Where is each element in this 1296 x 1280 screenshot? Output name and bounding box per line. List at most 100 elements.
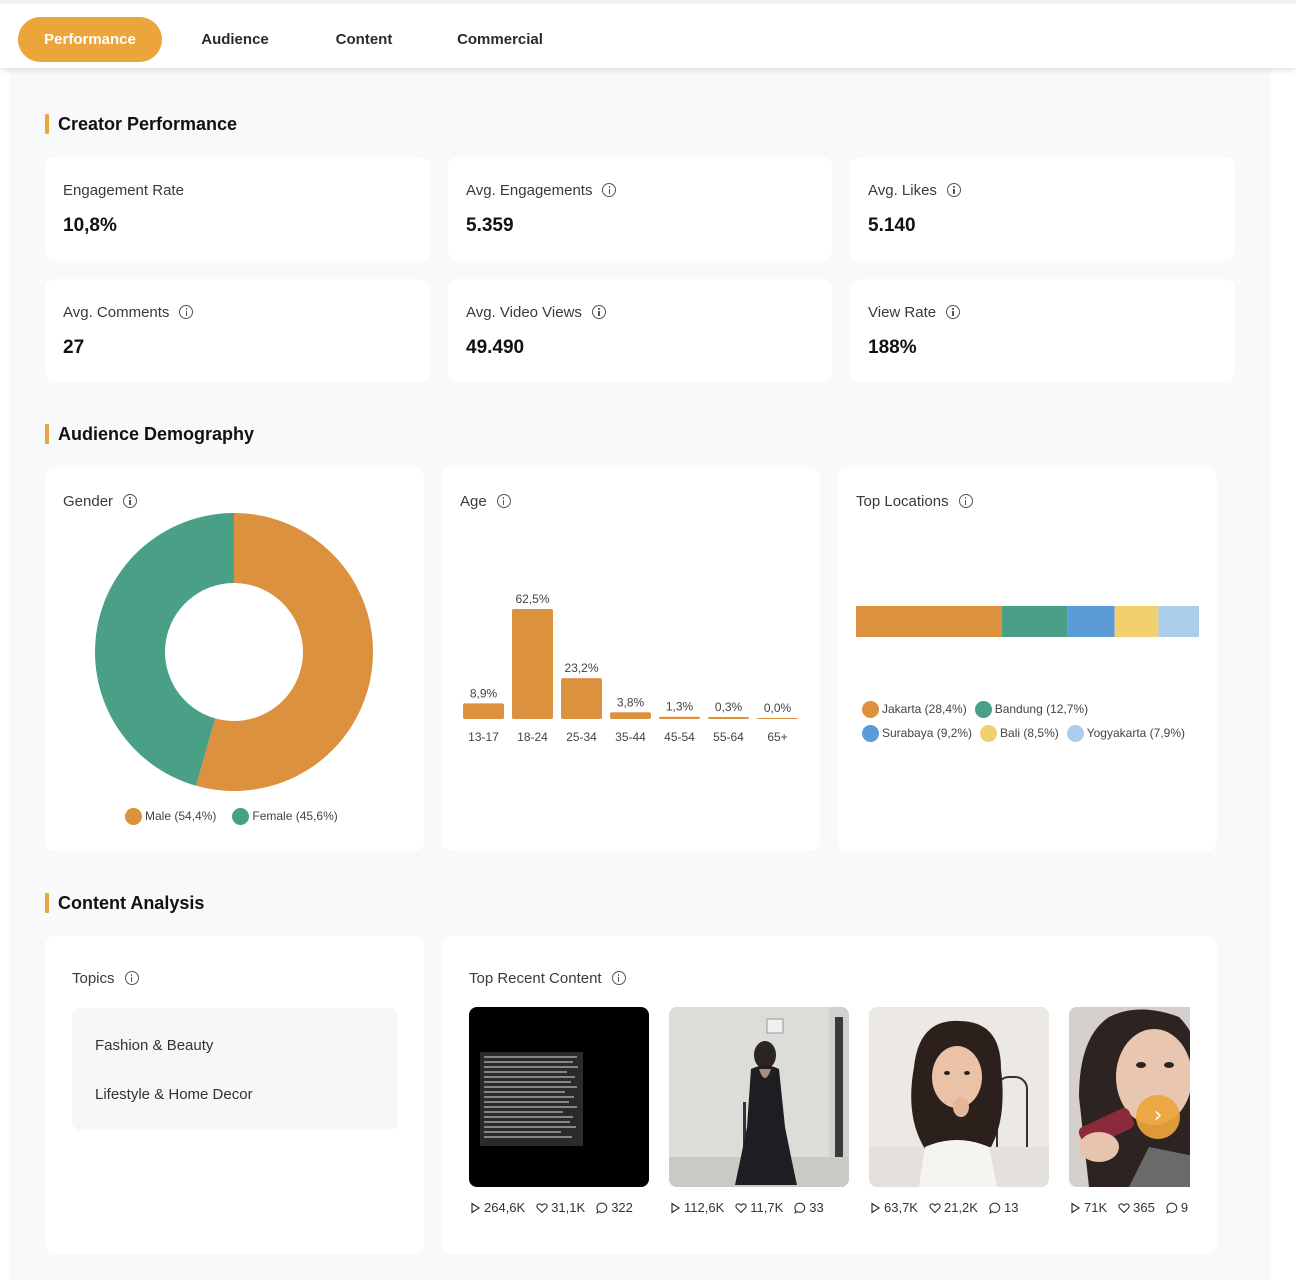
age-bar-18-24[interactable] — [512, 609, 553, 719]
legend-label: Yogyakarta (7,9%) — [1086, 726, 1186, 740]
top-recent-content-card: Top Recent Content — [442, 936, 1217, 1254]
info-icon[interactable] — [591, 305, 606, 319]
age-tick-label: 18-24 — [517, 730, 548, 744]
play-icon — [871, 1201, 881, 1214]
top-recent-content-title-text: Top Recent Content — [469, 969, 602, 987]
metric-card-avg-engagements: Avg. Engagements 5.359 — [448, 157, 832, 261]
age-bar-value-label: 8,9% — [470, 686, 498, 700]
metric-label: Avg. Video Views — [466, 303, 606, 321]
views-count: 112,6K — [684, 1200, 725, 1215]
age-title-text: Age — [460, 492, 487, 510]
donut-slice-female[interactable] — [95, 513, 234, 786]
top-locations-legend: Jakarta (28,4%) Bandung (12,7%) Surabaya… — [862, 700, 1202, 742]
likes-stat: 21,2K — [929, 1200, 978, 1215]
metric-value: 10,8% — [63, 215, 117, 236]
legend-dot — [1066, 724, 1084, 742]
location-segment-bali[interactable] — [1114, 606, 1159, 637]
views-stat: 264,6K — [469, 1200, 525, 1215]
metric-label: Avg. Comments — [63, 303, 194, 321]
location-segment-jakarta[interactable] — [856, 606, 1003, 637]
top-locations-stacked-bar — [856, 606, 1199, 637]
age-bar-65+[interactable] — [757, 718, 798, 719]
gender-legend: Male (54,4%) Female (45,6%) — [125, 807, 338, 825]
legend-dot — [232, 807, 250, 825]
tab-performance[interactable]: Performance — [18, 17, 162, 62]
likes-stat: 11,7K — [735, 1200, 783, 1215]
info-icon[interactable] — [123, 494, 138, 508]
age-bar-value-label: 3,8% — [617, 695, 645, 709]
comments-count: 9 — [1180, 1200, 1189, 1215]
top-nav: Performance Audience Content Commercial — [0, 0, 1296, 68]
age-bar-45-54[interactable] — [659, 716, 700, 719]
age-title: Age — [460, 492, 511, 510]
age-bar-chart: 8,9% 13-17 62,5% 18-24 23,2% 25-34 3,8% 35-44 1,… — [463, 592, 798, 744]
tab-commercial[interactable]: Commercial — [457, 31, 543, 48]
gender-title: Gender — [63, 492, 138, 510]
metric-value: 188% — [868, 337, 917, 358]
metric-label-text: Avg. Video Views — [466, 303, 582, 321]
age-bar-value-label: 62,5% — [515, 592, 549, 606]
views-count: 63,7K — [884, 1200, 918, 1215]
content-thumbnail[interactable] — [469, 1007, 649, 1187]
info-icon[interactable] — [124, 971, 139, 985]
legend-item-bandung: Bandung (12,7%) — [974, 700, 1089, 718]
views-stat: 112,6K — [669, 1200, 724, 1215]
likes-stat: 365 — [1118, 1200, 1155, 1215]
gender-card: Gender Male (54,4%) Female (45,6%) — [45, 467, 424, 851]
info-icon[interactable] — [496, 494, 511, 508]
content-stats: 71K 365 9 — [1069, 1200, 1194, 1215]
section-title-audience-demography: Audience Demography — [45, 423, 254, 445]
top-locations-title: Top Locations — [856, 492, 973, 510]
info-icon[interactable] — [611, 971, 626, 985]
content-thumbnail[interactable] — [1069, 1007, 1190, 1187]
content-stats: 63,7K 21,2K 13 — [869, 1200, 1024, 1215]
metric-label: Avg. Engagements — [466, 181, 617, 199]
comments-count: 33 — [809, 1200, 824, 1215]
metric-label: View Rate — [868, 303, 961, 321]
age-bar-25-34[interactable] — [561, 678, 602, 719]
tab-audience[interactable]: Audience — [201, 31, 269, 48]
age-tick-label: 55-64 — [713, 730, 744, 744]
age-bar-value-label: 0,0% — [764, 701, 792, 715]
metric-label-text: Avg. Engagements — [466, 181, 593, 199]
age-tick-label: 45-54 — [664, 730, 695, 744]
legend-item-male: Male (54,4%) — [125, 807, 216, 825]
comment-icon — [1166, 1202, 1178, 1214]
age-tick-label: 25-34 — [566, 730, 597, 744]
location-segment-yogyakarta[interactable] — [1158, 606, 1199, 637]
legend-label: Jakarta (28,4%) — [882, 702, 967, 716]
play-icon — [671, 1201, 681, 1214]
content-thumbnail[interactable] — [869, 1007, 1049, 1187]
metric-value: 5.359 — [466, 215, 514, 236]
age-tick-label: 13-17 — [468, 730, 499, 744]
top-locations-card: Top Locations Jakarta (28,4%) Bandung (1… — [838, 467, 1217, 851]
heart-icon — [536, 1202, 548, 1213]
metric-label-text: Avg. Likes — [868, 181, 937, 199]
location-segment-surabaya[interactable] — [1067, 606, 1115, 637]
gender-donut-chart — [95, 513, 374, 791]
legend-label: Bandung (12,7%) — [994, 702, 1089, 716]
age-bar-13-17[interactable] — [463, 703, 504, 719]
content-stats: 264,6K 31,1K 322 — [469, 1200, 639, 1215]
heart-icon — [735, 1202, 747, 1213]
info-icon[interactable] — [602, 183, 617, 197]
info-icon[interactable] — [946, 305, 961, 319]
donut-slice-male[interactable] — [196, 513, 374, 791]
age-bar-55-64[interactable] — [708, 717, 749, 719]
content-stats: 112,6K 11,7K 33 — [669, 1200, 830, 1215]
info-icon[interactable] — [179, 305, 194, 319]
top-recent-content-title: Top Recent Content — [469, 969, 626, 987]
metric-card-engagement-rate: Engagement Rate 10,8% — [45, 157, 430, 261]
views-count: 264,6K — [484, 1200, 526, 1215]
carousel-next-button[interactable]: › — [1136, 1095, 1180, 1139]
topics-card: Topics Fashion & Beauty Lifestyle & Home… — [45, 936, 424, 1254]
age-bar-35-44[interactable] — [610, 712, 651, 719]
location-segment-bandung[interactable] — [1002, 606, 1068, 637]
info-icon[interactable] — [958, 494, 973, 508]
heart-icon — [1118, 1202, 1130, 1213]
legend-dot — [862, 700, 879, 718]
info-icon[interactable] — [946, 183, 961, 197]
tab-content[interactable]: Content — [335, 31, 393, 48]
comment-icon — [989, 1202, 1001, 1214]
content-thumbnail[interactable] — [669, 1007, 849, 1187]
